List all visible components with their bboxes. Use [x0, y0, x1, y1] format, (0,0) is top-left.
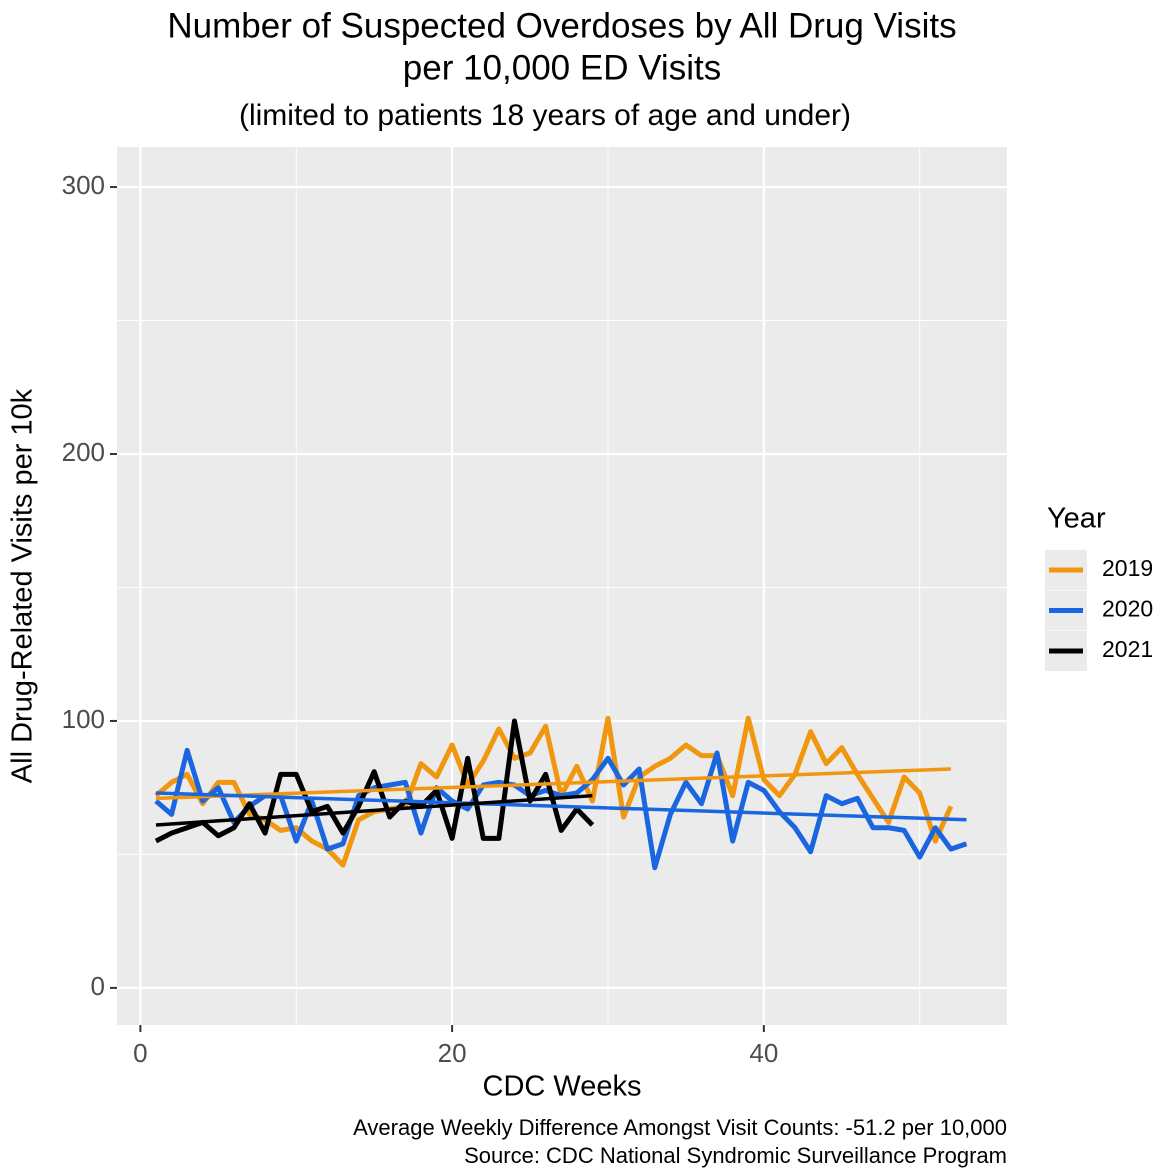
x-tick-label: 0 [133, 1038, 147, 1068]
y-tick-label: 300 [62, 170, 105, 200]
caption: Source: CDC National Syndromic Surveilla… [464, 1143, 1007, 1168]
x-tick-label: 20 [438, 1038, 467, 1068]
y-axis-title: All Drug-Related Visits per 10k [7, 388, 39, 783]
x-tick-label: 40 [749, 1038, 778, 1068]
plot-panel [117, 147, 1007, 1025]
data-line [154, 718, 595, 844]
data-line [154, 715, 954, 868]
trend-line [155, 793, 593, 827]
legend-label: 2019 [1102, 555, 1153, 581]
chart-title: per 10,000 ED Visits [403, 48, 721, 87]
legend-label: 2020 [1102, 596, 1153, 622]
legend-label: 2021 [1102, 636, 1153, 662]
x-axis-title: CDC Weeks [483, 1071, 642, 1103]
y-tick-label: 100 [62, 704, 105, 734]
caption: Average Weekly Difference Amongst Visit … [353, 1115, 1007, 1140]
y-tick-label: 0 [91, 971, 105, 1001]
legend-title: Year [1047, 503, 1106, 535]
data-line [154, 747, 968, 871]
trend-line [155, 767, 951, 801]
y-tick-label: 200 [62, 437, 105, 467]
chart-subtitle: (limited to patients 18 years of age and… [239, 99, 851, 132]
trend-line [155, 791, 967, 822]
chart-title: Number of Suspected Overdoses by All Dru… [167, 6, 956, 45]
